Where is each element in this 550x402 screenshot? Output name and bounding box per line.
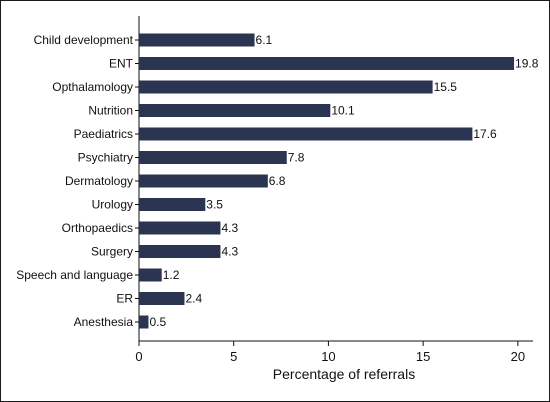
bar <box>139 268 162 282</box>
value-label: 17.6 <box>473 127 497 141</box>
bar <box>139 127 473 141</box>
x-tick-label: 0 <box>135 349 142 364</box>
x-axis: 0 5 10 15 20 <box>135 341 525 364</box>
category-label: ENT <box>109 57 134 71</box>
value-labels: 6.1 19.8 15.5 10.1 17.6 7.86.8 3.5 4.3 4.3 1.2 2.4… <box>149 33 538 329</box>
x-tick-label: 5 <box>230 349 237 364</box>
x-tick-label: 15 <box>416 349 430 364</box>
category-label: Dermatology <box>65 174 133 188</box>
value-label: 0.5 <box>149 315 166 329</box>
value-label: 7.8 <box>288 151 305 165</box>
x-tick-label: 20 <box>511 349 525 364</box>
category-labels: Child development ENT Opthalamology Nutriti… <box>16 33 139 329</box>
bar <box>139 292 185 305</box>
category-label: Child development <box>34 33 134 47</box>
value-label: 4.3 <box>221 245 238 259</box>
x-axis-title: Percentage of referrals <box>273 366 415 382</box>
category-label: Orthopaedics <box>62 221 133 235</box>
bar <box>139 174 268 188</box>
category-label: ER <box>116 292 133 306</box>
value-label: 3.5 <box>206 198 223 212</box>
bar <box>139 315 149 329</box>
bar <box>139 221 221 235</box>
value-label: 2.4 <box>185 292 202 306</box>
category-label: Anesthesia <box>74 315 134 329</box>
category-label: Nutrition <box>88 104 133 118</box>
bar <box>139 245 221 258</box>
value-label: 6.1 <box>256 33 273 47</box>
value-label: 15.5 <box>434 80 458 94</box>
value-label: 1.2 <box>163 268 180 282</box>
bar <box>139 198 206 211</box>
bar <box>139 104 331 117</box>
category-label: Surgery <box>91 245 133 259</box>
bar <box>139 151 287 164</box>
value-label: 10.1 <box>331 104 355 118</box>
value-label: 19.8 <box>515 57 539 71</box>
value-label: 4.3 <box>221 221 238 235</box>
bar <box>139 33 255 47</box>
category-label: Opthalamology <box>52 80 133 94</box>
bar <box>139 80 433 94</box>
category-label: Speech and language <box>16 268 133 282</box>
bars-group <box>139 33 515 329</box>
category-label: Urology <box>92 198 133 212</box>
bar <box>139 57 515 70</box>
value-label: 6.8 <box>269 174 286 188</box>
x-tick-label: 10 <box>321 349 335 364</box>
category-label: Psychiatry <box>78 151 133 165</box>
category-label: Paediatrics <box>74 127 133 141</box>
